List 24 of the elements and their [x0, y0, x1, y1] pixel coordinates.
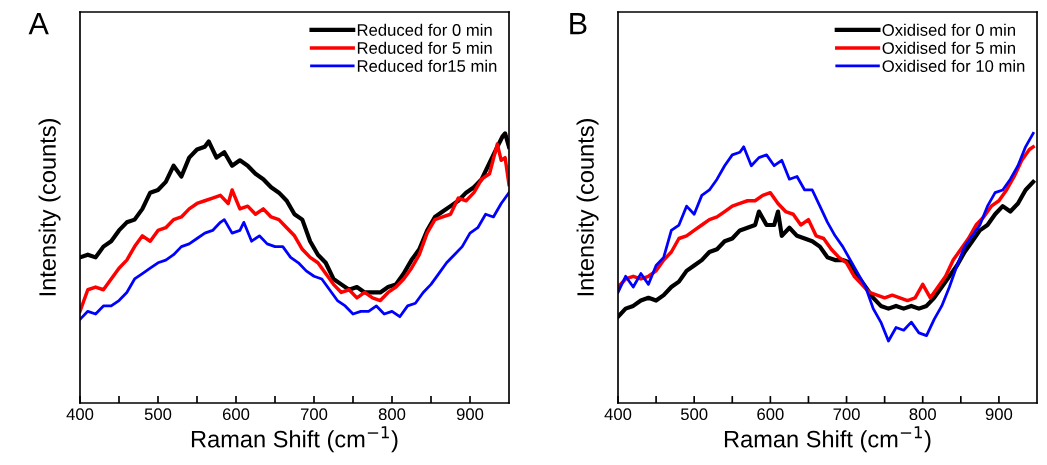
x-tick-label: 900 [985, 408, 1013, 421]
x-tick-label: 900 [456, 408, 484, 421]
x-tick-label: 800 [909, 408, 936, 421]
y-axis-title: Intensity (counts) [38, 119, 61, 296]
text: B [570, 13, 587, 35]
legend-label: Reduced for15 min [357, 59, 497, 72]
legend-label: Oxidised for 10 min [882, 59, 1025, 72]
legend-label: Oxidised for 0 min [882, 23, 1015, 36]
x-tick-label: 400 [604, 408, 632, 421]
legend-label: Reduced for 5 min [357, 41, 492, 54]
y-axis-title: Intensity (counts) [576, 119, 599, 296]
legend-label: Oxidised for 5 min [882, 41, 1015, 54]
x-tick-label: 500 [144, 408, 172, 421]
text: A [28, 13, 49, 35]
legend-label: Reduced for 0 min [357, 23, 492, 36]
x-axis-title: Raman Shift (cm$^{−1}$) [724, 426, 931, 453]
x-tick-label: 800 [378, 408, 406, 421]
x-tick-label: 400 [66, 408, 94, 421]
x-tick-label: 700 [300, 408, 328, 421]
x-tick-label: 700 [833, 408, 860, 421]
x-tick-label: 500 [680, 408, 708, 421]
x-tick-label: 600 [757, 408, 784, 421]
x-tick-label: 600 [222, 408, 250, 421]
x-axis-title: Raman Shift (cm$^{−1}$) [191, 426, 398, 453]
